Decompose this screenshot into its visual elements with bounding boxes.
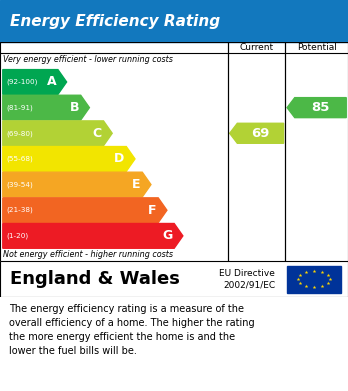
- Text: (55-68): (55-68): [6, 156, 33, 162]
- Text: (21-38): (21-38): [6, 207, 33, 213]
- Polygon shape: [3, 147, 135, 171]
- Polygon shape: [3, 224, 183, 248]
- Text: B: B: [70, 101, 79, 114]
- Polygon shape: [3, 70, 66, 94]
- Bar: [0, 42, 228, 261]
- Bar: [285, 42, 348, 261]
- Polygon shape: [3, 95, 89, 120]
- Text: (81-91): (81-91): [6, 104, 33, 111]
- Polygon shape: [3, 121, 112, 146]
- Text: 69: 69: [251, 127, 270, 140]
- Text: England & Wales: England & Wales: [10, 270, 180, 288]
- Text: The energy efficiency rating is a measure of the
overall efficiency of a home. T: The energy efficiency rating is a measur…: [9, 304, 254, 356]
- Text: Potential: Potential: [297, 43, 337, 52]
- Text: Not energy efficient - higher running costs: Not energy efficient - higher running co…: [3, 250, 174, 259]
- Bar: [228, 42, 285, 261]
- Text: (1-20): (1-20): [6, 233, 29, 239]
- Polygon shape: [230, 123, 284, 143]
- Text: Very energy efficient - lower running costs: Very energy efficient - lower running co…: [3, 56, 173, 65]
- Text: (92-100): (92-100): [6, 79, 38, 85]
- Text: 85: 85: [311, 101, 330, 114]
- Text: C: C: [93, 127, 102, 140]
- Polygon shape: [3, 198, 167, 222]
- Text: D: D: [114, 152, 125, 165]
- Text: G: G: [162, 230, 172, 242]
- Text: E: E: [132, 178, 141, 191]
- Text: F: F: [148, 204, 157, 217]
- Text: Current: Current: [239, 43, 274, 52]
- Text: EU Directive
2002/91/EC: EU Directive 2002/91/EC: [219, 269, 275, 290]
- Text: Energy Efficiency Rating: Energy Efficiency Rating: [10, 14, 221, 29]
- Bar: [287, 265, 341, 293]
- Polygon shape: [3, 172, 151, 197]
- Text: (39-54): (39-54): [6, 181, 33, 188]
- Text: A: A: [47, 75, 56, 88]
- Polygon shape: [287, 98, 346, 118]
- Text: (69-80): (69-80): [6, 130, 33, 136]
